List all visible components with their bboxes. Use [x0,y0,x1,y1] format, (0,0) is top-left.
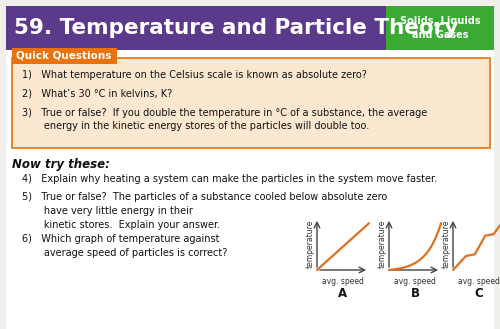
Bar [6,6,494,50]
Bar [6,50,494,329]
Text: kinetic stores.  Explain your answer.: kinetic stores. Explain your answer. [22,220,220,230]
Text: 6)   Which graph of temperature against: 6) Which graph of temperature against [22,234,220,244]
Text: A: A [338,287,347,300]
Text: temperature: temperature [306,220,315,268]
Text: Quick Questions: Quick Questions [16,51,112,61]
Text: 2)   What’s 30 °C in kelvins, K?: 2) What’s 30 °C in kelvins, K? [22,88,172,98]
Text: energy in the kinetic energy stores of the particles will double too.: energy in the kinetic energy stores of t… [22,121,369,131]
Text: avg. speed: avg. speed [394,277,436,286]
Text: avg. speed: avg. speed [458,277,500,286]
Text: average speed of particles is correct?: average speed of particles is correct? [22,248,228,258]
Text: C: C [474,287,484,300]
Text: 1)   What temperature on the Celsius scale is known as absolute zero?: 1) What temperature on the Celsius scale… [22,70,367,80]
Text: 5)   True or false?  The particles of a substance cooled below absolute zero: 5) True or false? The particles of a sub… [22,192,387,202]
Text: 59. Temperature and Particle Theory: 59. Temperature and Particle Theory [14,18,458,38]
Text: have very little energy in their: have very little energy in their [22,206,193,216]
Bar [386,6,494,50]
Text: 4)   Explain why heating a system can make the particles in the system move fast: 4) Explain why heating a system can make… [22,174,437,184]
Text: temperature: temperature [442,220,451,268]
Text: Now try these:: Now try these: [12,158,110,171]
Text: B: B [410,287,420,300]
Text: temperature: temperature [378,220,387,268]
Text: avg. speed: avg. speed [322,277,364,286]
Bar [12,48,117,64]
Text: 3)   True or false?  If you double the temperature in °C of a substance, the ave: 3) True or false? If you double the temp… [22,108,427,118]
Text: Solids, Liquids
and Gases: Solids, Liquids and Gases [400,16,480,39]
Bar [12,58,490,148]
